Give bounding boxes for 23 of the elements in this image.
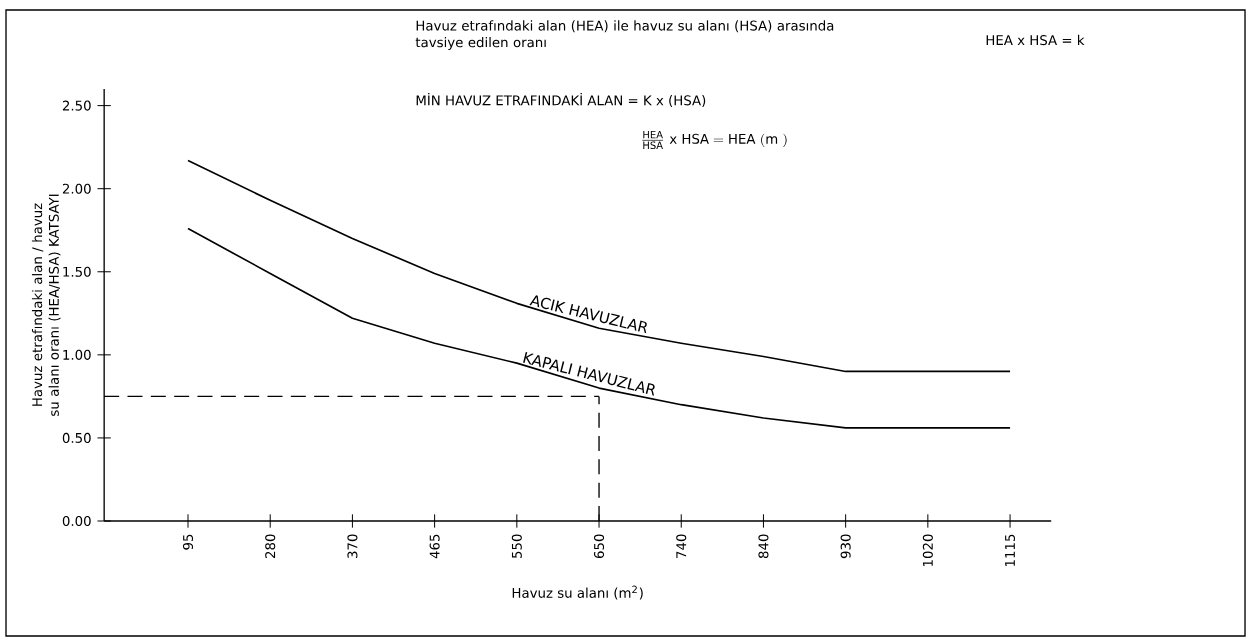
x-tick-label: 840 <box>758 534 769 559</box>
annotation: MİN HAVUZ ETRAFINDAKİ ALAN = K x (HSA) <box>416 93 706 107</box>
x-tick-label: 650 <box>593 534 605 559</box>
text: HEA x HSA = k <box>986 34 1085 46</box>
x-tick-label: 550 <box>511 534 522 558</box>
y-tick-label: 2.00 <box>62 183 91 194</box>
annotation: $\frac{\mathrm{HEA}}{\mathrm{HSA}}\ \mathrm{x}\ \mathrm{HSA}=\mathrm{HEA}\ (\mathrm{m}\ )$ <box>642 130 787 150</box>
x-tick-label: 1020 <box>922 534 933 567</box>
y-tick-label: 2.50 <box>62 100 91 111</box>
x-tick-label: 740 <box>676 534 687 558</box>
x-tick-label: 465 <box>429 534 440 559</box>
y-tick-label: 1.00 <box>63 349 91 360</box>
x-tick-label: 930 <box>840 534 851 559</box>
y-tick-label: 1.50 <box>63 266 91 277</box>
x-tick-label: 280 <box>265 534 276 559</box>
x-axis-title: Havuz su alanı (m$^{2}$) <box>512 585 643 600</box>
x-tick-label: 95 <box>182 534 194 550</box>
y-tick-label: 0.00 <box>62 515 91 527</box>
text: Havuz etrafındaki alan (HEA) ile havuz su alanı (HSA) arasında tavsiye edilen oranı <box>415 20 834 50</box>
y-axis-title: Havuz etrafındaki alan / havuz su alanı oranı (HEA/HSA) KATSAYI <box>31 194 61 416</box>
y-tick-label: 0.50 <box>62 432 91 443</box>
x-tick-label: 1115 <box>1005 534 1016 567</box>
x-tick-label: 370 <box>347 534 358 558</box>
